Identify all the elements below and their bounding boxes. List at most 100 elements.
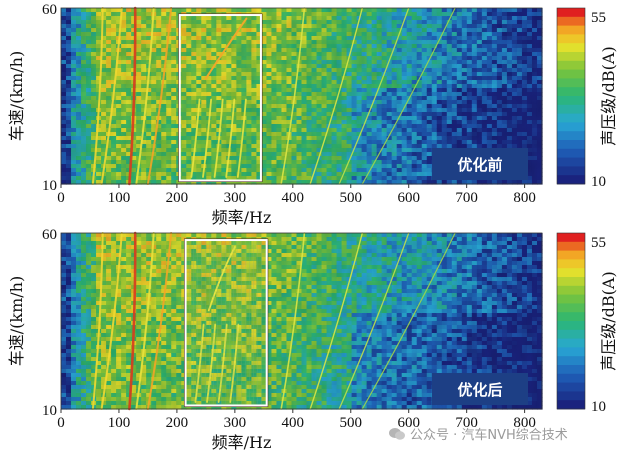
x-tick-label: 700 bbox=[455, 190, 478, 206]
x-axis: 0 100 200 300 400 500 600 700 800 bbox=[57, 184, 536, 206]
colorbar-step bbox=[557, 78, 585, 88]
colorbar-step bbox=[557, 365, 585, 375]
colorbar-tick-label: 10 bbox=[591, 174, 606, 190]
colorbar-step bbox=[557, 400, 585, 410]
colorbar-step bbox=[557, 104, 585, 114]
order-line bbox=[280, 7, 306, 185]
y-axis: 60 10 bbox=[42, 2, 57, 194]
y-axis-label: 车速/(km/h) bbox=[7, 51, 26, 141]
colorbar-step bbox=[557, 60, 585, 70]
y-tick-label: 10 bbox=[42, 403, 57, 419]
highlight-box bbox=[178, 14, 262, 182]
order-line bbox=[100, 232, 123, 410]
order-line bbox=[217, 323, 228, 403]
colorbar-step bbox=[557, 148, 585, 158]
plot-frame bbox=[60, 232, 543, 410]
order-line bbox=[91, 232, 104, 410]
order-lines bbox=[91, 6, 456, 186]
x-tick-label: 700 bbox=[455, 415, 478, 431]
colorbar-step bbox=[557, 113, 585, 123]
order-line bbox=[309, 232, 363, 410]
colorbar-step bbox=[557, 175, 585, 185]
colorbar-step bbox=[557, 8, 585, 18]
x-tick-label: 600 bbox=[397, 190, 420, 206]
colorbar-step bbox=[557, 294, 585, 304]
colorbar-step bbox=[557, 16, 585, 26]
colorbar-step bbox=[557, 43, 585, 53]
y-tick-label: 10 bbox=[42, 178, 57, 194]
x-tick-label: 600 bbox=[397, 415, 420, 431]
watermark-text: 公众号 · 汽车NVH综合技术 bbox=[410, 428, 568, 443]
colorbar-tick-label: 10 bbox=[591, 399, 606, 415]
panel-before: 优化前 0 100 200 300 400 500 600 700 800 频率/Hz 60 10 车速/… bbox=[7, 2, 618, 227]
plot-frame bbox=[60, 7, 543, 185]
x-tick-label: 100 bbox=[108, 415, 131, 431]
colorbar-step bbox=[557, 166, 585, 176]
order-line bbox=[135, 232, 155, 410]
x-tick-label: 300 bbox=[224, 415, 247, 431]
colorbar-step bbox=[557, 87, 585, 97]
order-line bbox=[202, 98, 212, 178]
order-line bbox=[338, 232, 410, 410]
order-line bbox=[236, 98, 247, 178]
colorbar-step bbox=[557, 303, 585, 313]
colorbar-step bbox=[557, 268, 585, 278]
colorbar-tick-label: 55 bbox=[591, 235, 606, 251]
order-line bbox=[100, 7, 123, 185]
colorbar-step bbox=[557, 131, 585, 141]
colorbar-step bbox=[557, 321, 585, 331]
order-line bbox=[361, 232, 456, 410]
colorbar-step bbox=[557, 233, 585, 243]
colorbar-step bbox=[557, 96, 585, 106]
x-tick-label: 500 bbox=[340, 190, 363, 206]
colorbar-step bbox=[557, 356, 585, 366]
colorbar-frame bbox=[556, 232, 586, 410]
colorbar-step bbox=[557, 329, 585, 339]
colorbar: 55 10 声压级/dB(A) bbox=[556, 232, 618, 415]
panel-label: 优化前 bbox=[457, 156, 502, 174]
order-lines bbox=[91, 231, 456, 411]
colorbar-step bbox=[557, 338, 585, 348]
order-line bbox=[204, 17, 248, 80]
y-axis-label: 车速/(km/h) bbox=[7, 276, 26, 366]
x-tick-label: 400 bbox=[282, 415, 305, 431]
wechat-icon bbox=[388, 427, 406, 441]
x-tick-label: 100 bbox=[108, 190, 131, 206]
order-line bbox=[361, 7, 456, 185]
x-tick-label: 0 bbox=[57, 190, 65, 206]
y-tick-label: 60 bbox=[42, 227, 57, 243]
colorbar-step bbox=[557, 391, 585, 401]
colorbar-step bbox=[557, 277, 585, 287]
colorbar-frame bbox=[556, 7, 586, 185]
watermark: 公众号 · 汽车NVH综合技术 bbox=[388, 424, 568, 443]
order-line bbox=[213, 98, 224, 178]
order-line bbox=[194, 323, 205, 403]
colorbar-step bbox=[557, 250, 585, 260]
colorbar-label: 声压级/dB(A) bbox=[599, 271, 618, 370]
colorbar-step bbox=[557, 382, 585, 392]
colorbar-step bbox=[557, 122, 585, 132]
colorbar-step bbox=[557, 140, 585, 150]
order-line bbox=[207, 246, 236, 312]
colorbar-tick-label: 55 bbox=[591, 10, 606, 26]
x-tick-label: 500 bbox=[340, 415, 363, 431]
order-line bbox=[146, 7, 173, 185]
x-axis-label: 频率/Hz bbox=[212, 433, 272, 452]
colorbar-step bbox=[557, 69, 585, 79]
x-tick-label: 400 bbox=[282, 190, 305, 206]
colorbar: 55 10 声压级/dB(A) bbox=[556, 7, 618, 190]
order-line bbox=[91, 7, 104, 185]
y-axis: 60 10 bbox=[42, 227, 57, 419]
colorbar-step bbox=[557, 157, 585, 167]
order-line bbox=[280, 232, 306, 410]
colorbar-step bbox=[557, 259, 585, 269]
order-line bbox=[146, 232, 173, 410]
order-line bbox=[309, 7, 363, 185]
colorbar-label: 声压级/dB(A) bbox=[599, 46, 618, 145]
colorbar-step bbox=[557, 241, 585, 251]
order-line bbox=[229, 323, 240, 403]
x-axis-label: 频率/Hz bbox=[212, 208, 272, 227]
colorbar-step bbox=[557, 347, 585, 357]
x-axis: 0 100 200 300 400 500 600 700 800 bbox=[57, 409, 536, 431]
